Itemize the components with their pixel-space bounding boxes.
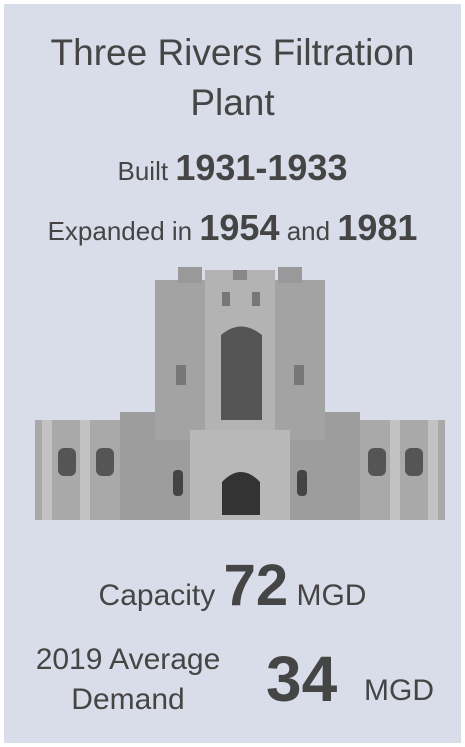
building-illustration bbox=[4, 4, 461, 743]
capacity-label: Capacity bbox=[99, 579, 216, 612]
demand-label: 2019 Average Demand bbox=[10, 640, 246, 720]
demand-unit: MGD bbox=[364, 674, 434, 708]
capacity-line: Capacity 72 MGD bbox=[4, 552, 461, 619]
capacity-value: 72 bbox=[224, 553, 289, 618]
demand-value: 34 bbox=[266, 642, 337, 716]
capacity-unit: MGD bbox=[296, 579, 366, 612]
infographic: Three Rivers Filtration Plant Built 1931… bbox=[4, 4, 461, 743]
page: Three Rivers Filtration Plant Built 1931… bbox=[0, 0, 465, 747]
